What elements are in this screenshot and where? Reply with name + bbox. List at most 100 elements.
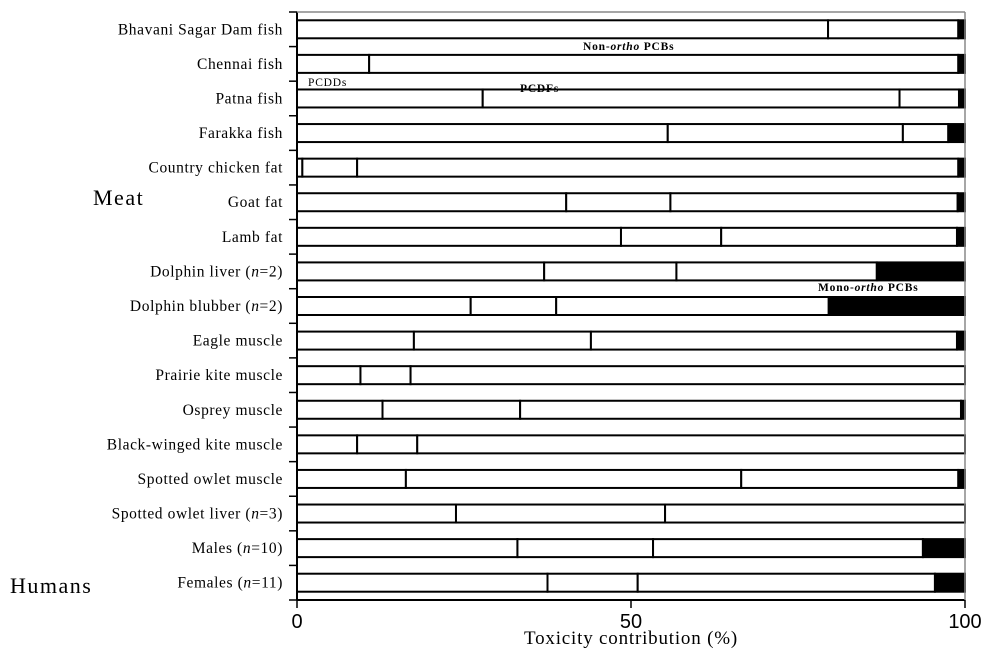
bar-segment-non-ortho-pcbs xyxy=(356,157,960,178)
bar-segment-non-ortho-pcbs xyxy=(636,572,936,593)
bar-segment-pcdds xyxy=(296,434,359,455)
bar-segment-non-ortho-pcbs xyxy=(416,434,966,455)
bar-segment-pcdds xyxy=(296,468,407,489)
bar-segment-non-ortho-pcbs xyxy=(555,296,830,316)
bar-segment-pcdds xyxy=(296,330,415,351)
bar-segment-mono-ortho-pcbs xyxy=(957,19,967,40)
annotation-mono-ortho-pcbs: Mono-ortho PCBs xyxy=(818,282,919,294)
category-label: Males (n=10) xyxy=(192,540,283,557)
bars-layer xyxy=(296,19,967,593)
bar-segment-pcdfs xyxy=(666,123,904,144)
bar-segment-pcdds xyxy=(296,572,549,593)
bar-segment-pcdds xyxy=(296,226,622,247)
bar-segment-pcdfs xyxy=(381,399,522,420)
axes: 0 50 100 xyxy=(289,11,982,633)
bar-row-black-winged-kite-muscle xyxy=(296,434,966,455)
bar-segment-pcdfs xyxy=(546,572,639,593)
x-axis-title: Toxicity contribution (%) xyxy=(524,628,738,649)
bar-segment-non-ortho-pcbs xyxy=(720,226,958,247)
bar-segment-pcdds xyxy=(296,538,519,559)
bar-segment-pcdfs xyxy=(516,538,655,559)
category-label: Females (n=11) xyxy=(177,575,283,592)
category-labels: Bhavani Sagar Dam fish Chennai fish Patna … xyxy=(107,21,283,591)
category-label: Lamb fat xyxy=(222,229,283,246)
bar-segment-non-ortho-pcbs xyxy=(901,123,950,144)
bar-row-bhavani-sagar-dam-fish xyxy=(296,19,967,40)
category-label: Farakka fish xyxy=(199,125,283,142)
bar-segment-non-ortho-pcbs xyxy=(368,53,960,74)
bar-segment-pcdds xyxy=(296,53,371,74)
bar-row-prairie-kite-muscle xyxy=(296,365,966,386)
bar-segment-pcdds xyxy=(296,399,384,420)
bar-segment-pcdfs xyxy=(412,330,592,351)
x-tick-label: 0 xyxy=(291,611,302,633)
bar-segment-pcdfs xyxy=(356,434,419,455)
bar-segment-pcdds xyxy=(296,192,568,213)
bar-segment-pcdfs xyxy=(301,157,359,178)
bar-segment-pcdfs xyxy=(543,261,678,282)
bar-segment-mono-ortho-pcbs xyxy=(957,157,967,178)
bar-row-lamb-fat xyxy=(296,226,967,247)
category-label: Black-winged kite muscle xyxy=(107,436,283,453)
category-label: Patna fish xyxy=(215,90,283,107)
bar-segment-non-ortho-pcbs xyxy=(740,468,960,489)
bar-row-chennai-fish xyxy=(296,53,967,74)
category-label: Goat fat xyxy=(228,194,283,211)
bar-segment-mono-ortho-pcbs xyxy=(875,261,966,282)
bar-segment-mono-ortho-pcbs xyxy=(957,468,967,489)
bar-segment-non-ortho-pcbs xyxy=(669,192,959,213)
bar-segment-non-ortho-pcbs xyxy=(652,538,924,559)
bar-segment-pcdds xyxy=(296,365,362,386)
bar-segment-pcdds xyxy=(296,123,669,144)
bar-segment-pcdfs xyxy=(454,503,667,524)
bar-segment-pcdds xyxy=(296,19,830,40)
x-tick-label: 100 xyxy=(948,611,981,633)
group-label-meat: Meat xyxy=(93,185,144,210)
annotation-pcdfs: PCDFs xyxy=(520,83,559,95)
category-label: Dolphin liver (n=2) xyxy=(150,263,283,280)
annotation-non-ortho-pcbs: Non-ortho PCBs xyxy=(583,41,674,53)
bar-row-country-chicken-fat xyxy=(296,157,967,178)
bar-segment-mono-ortho-pcbs xyxy=(955,226,967,247)
bar-row-farakka-fish xyxy=(296,123,966,144)
bar-segment-mono-ortho-pcbs xyxy=(933,572,967,593)
bar-segment-pcdfs xyxy=(565,192,672,213)
category-label: Prairie kite muscle xyxy=(155,367,283,384)
category-label: Bhavani Sagar Dam fish xyxy=(118,21,283,38)
category-label: Spotted owlet liver (n=3) xyxy=(112,506,283,523)
bar-segment-mono-ortho-pcbs xyxy=(947,123,966,144)
bar-segment-pcdfs xyxy=(359,365,412,386)
bar-row-dolphin-liver xyxy=(296,261,966,282)
bar-segment-mono-ortho-pcbs xyxy=(956,192,966,213)
bar-segment-mono-ortho-pcbs xyxy=(921,538,967,559)
bar-segment-non-ortho-pcbs xyxy=(827,19,960,40)
bar-segment-non-ortho-pcbs xyxy=(898,88,960,109)
bar-segment-non-ortho-pcbs xyxy=(409,365,966,386)
bar-segment-pcdds xyxy=(296,296,472,316)
annotation-pcdds: PCDDs xyxy=(308,77,347,89)
bar-segment-pcdfs xyxy=(404,468,743,489)
bar-segment-non-ortho-pcbs xyxy=(675,261,878,282)
bar-segment-mono-ortho-pcbs xyxy=(827,296,967,316)
bar-segment-pcdfs xyxy=(469,296,558,316)
bar-segment-mono-ortho-pcbs xyxy=(955,330,967,351)
bar-segment-mono-ortho-pcbs xyxy=(957,53,967,74)
bar-segment-pcdds xyxy=(296,88,484,109)
bar-row-males xyxy=(296,538,967,559)
category-label: Dolphin blubber (n=2) xyxy=(130,298,283,315)
bar-segment-non-ortho-pcbs xyxy=(664,503,966,524)
group-label-humans: Humans xyxy=(10,573,92,598)
category-label: Spotted owlet muscle xyxy=(138,471,283,488)
bar-row-osprey-muscle xyxy=(296,399,967,420)
bar-segment-pcdds xyxy=(296,261,546,282)
x-tick-label: 50 xyxy=(620,611,642,633)
bar-segment-non-ortho-pcbs xyxy=(589,330,958,351)
bar-segment-mono-ortho-pcbs xyxy=(957,88,966,109)
bar-segment-pcdfs xyxy=(619,226,723,247)
category-label: Osprey muscle xyxy=(183,402,283,419)
bar-row-eagle-muscle xyxy=(296,330,967,351)
category-label: Chennai fish xyxy=(197,56,283,73)
bar-row-spotted-owlet-muscle xyxy=(296,468,967,489)
bar-row-females xyxy=(296,572,967,593)
bar-row-dolphin-blubber xyxy=(296,296,967,316)
